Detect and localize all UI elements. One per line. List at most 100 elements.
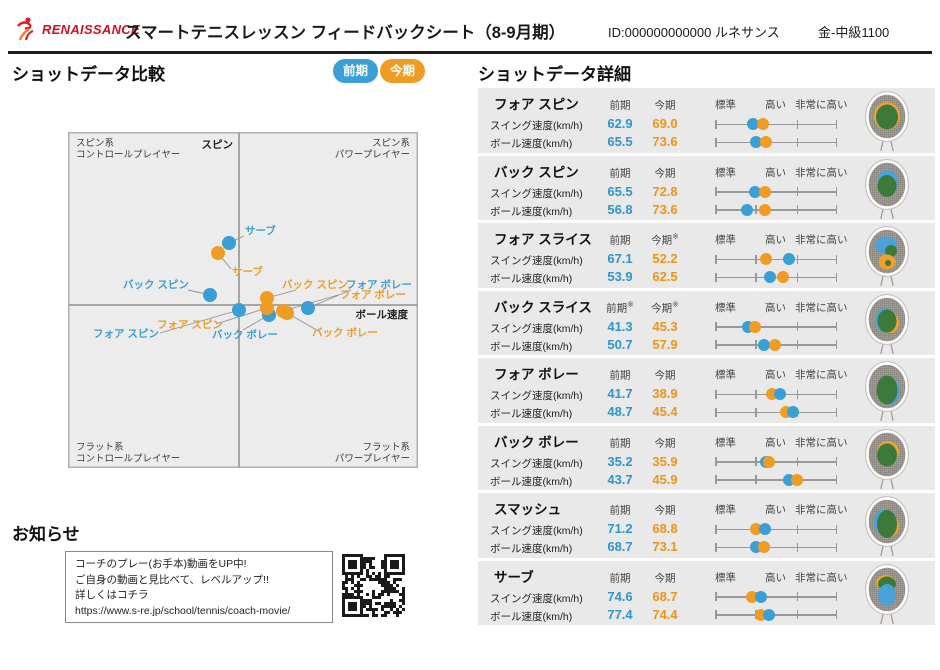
col-header-curr: 今期	[654, 99, 676, 112]
scale-veryhigh-label: 非常に高い	[795, 504, 848, 516]
notice-box: コーチのプレー(お手本)動画をUP中! ご自身の動画と見比べて、レベルアップ!!…	[65, 551, 333, 623]
shot-name: バック スライス	[494, 299, 592, 315]
scale-standard-label: 標準	[715, 301, 736, 314]
scatter-point	[260, 301, 274, 315]
scale-standard-label: 標準	[715, 99, 736, 111]
quadrant-label: パワープレイヤー	[335, 150, 410, 161]
scatter-point	[276, 304, 290, 318]
scatter-point	[211, 246, 225, 260]
ball-prev-value: 53.9	[607, 269, 633, 284]
swing-speed-label: スイング速度(km/h)	[490, 525, 583, 537]
ball-speed-label: ボール速度(km/h)	[490, 205, 573, 218]
scale-high-label: 高い	[765, 99, 786, 111]
scale-high-label: 高い	[765, 571, 786, 584]
member-id: ID:000000000000 ルネサンス	[608, 25, 780, 40]
ball-curr-dot	[759, 203, 772, 216]
shot-detail-row: バック スピン 前期 今期 標準 高い 非常に高い スイング速度(km/h) 6…	[478, 155, 935, 220]
racket-impact-image	[865, 361, 909, 421]
swing-curr-dot	[756, 118, 769, 130]
slider-track	[715, 191, 837, 193]
shot-name: スマッシュ	[494, 502, 562, 517]
legend-prev-button[interactable]: 前期	[333, 59, 378, 83]
col-header-curr: 今期	[654, 167, 676, 179]
swing-prev-value: 74.6	[607, 588, 633, 604]
scatter-point-label: バック スピン	[123, 279, 189, 291]
legend-curr-button[interactable]: 今期	[380, 59, 425, 83]
scale-standard-label: 標準	[715, 571, 736, 584]
col-header-prev: 前期	[609, 504, 631, 517]
scatter-point-label: フォア ボレー	[346, 278, 412, 291]
racket-impact-image	[865, 158, 909, 219]
ball-prev-dot	[740, 203, 753, 216]
scale-high-label: 高い	[765, 301, 786, 314]
scatter-point-label: フォア スピン	[157, 319, 223, 331]
scale-standard-label: 標準	[715, 504, 736, 516]
shot-name: バック ボレー	[494, 434, 579, 450]
racket-impact-image	[865, 496, 909, 556]
swing-curr-value: 68.8	[652, 521, 678, 536]
quadrant-label: コントロールプレイヤー	[76, 150, 180, 161]
ball-speed-metric: ボール速度(km/h) 43.7 45.9	[478, 471, 935, 489]
swing-speed-metric: スイング速度(km/h) 71.2 68.8	[478, 520, 935, 538]
ball-speed-label: ボール速度(km/h)	[490, 543, 573, 555]
ball-speed-label: ボール速度(km/h)	[490, 408, 573, 420]
swing-speed-metric: スイング速度(km/h) 62.9 69.0	[478, 115, 935, 133]
ball-prev-value: 48.7	[607, 404, 633, 419]
swing-prev-value: 71.2	[607, 521, 633, 536]
swing-speed-label: スイング速度(km/h)	[490, 255, 583, 267]
ball-speed-metric: ボール速度(km/h) 53.9 62.5	[478, 268, 935, 286]
scale-veryhigh-label: 非常に高い	[795, 571, 848, 584]
racket-impact-image	[865, 293, 909, 354]
slider-track	[715, 141, 837, 143]
slider-track	[715, 258, 837, 260]
details-title: ショットデータ詳細	[478, 65, 631, 84]
scatter-point-label: バック スピン	[282, 279, 348, 291]
ball-speed-metric: ボール速度(km/h) 65.5 73.6	[478, 133, 935, 151]
ball-curr-value: 73.1	[652, 539, 678, 554]
scale-high-label: 高い	[765, 436, 786, 449]
swing-speed-metric: スイング速度(km/h) 41.3 45.3	[478, 318, 935, 336]
shot-name: フォア スライス	[494, 232, 592, 247]
col-header-prev: 前期	[609, 369, 631, 382]
slider-track	[715, 209, 837, 211]
ball-prev-value: 77.4	[607, 606, 633, 622]
scale-standard-label: 標準	[715, 166, 736, 179]
logo-figure-icon	[17, 17, 34, 41]
swing-speed-label: スイング速度(km/h)	[490, 592, 583, 605]
swing-curr-dot	[759, 185, 772, 198]
notice-line: ご自身の動画と見比べて、レベルアップ!!	[75, 573, 269, 586]
ball-speed-metric: ボール速度(km/h) 77.4 74.4	[478, 606, 935, 624]
scale-standard-label: 標準	[715, 234, 736, 246]
shot-detail-row: サーブ 前期 今期 標準 高い 非常に高い スイング速度(km/h) 74.6 …	[478, 560, 935, 625]
point-connector-line	[159, 309, 240, 334]
notice-title: お知らせ	[12, 525, 80, 544]
slider-track	[715, 411, 837, 413]
scatter-point-label: バック ボレー	[212, 328, 278, 341]
swing-speed-metric: スイング速度(km/h) 35.2 35.9	[478, 453, 935, 471]
swing-prev-value: 35.2	[607, 453, 633, 469]
col-header-prev: 前期	[609, 572, 631, 584]
x-axis-label: ボール速度	[356, 308, 409, 321]
slider-track	[715, 326, 837, 328]
ball-speed-label: ボール速度(km/h)	[490, 475, 573, 488]
ball-curr-dot	[777, 271, 790, 283]
swing-curr-dot	[762, 455, 775, 468]
scatter-point	[260, 291, 274, 305]
ball-prev-value: 43.7	[607, 471, 633, 487]
swing-curr-value: 69.0	[652, 116, 678, 131]
swing-speed-metric: スイング速度(km/h) 65.5 72.8	[478, 183, 935, 201]
ball-speed-label: ボール速度(km/h)	[490, 273, 573, 285]
shot-name: バック スピン	[494, 164, 579, 180]
point-connector-line	[307, 289, 352, 309]
slider-track	[715, 123, 837, 125]
swing-speed-label: スイング速度(km/h)	[490, 322, 583, 335]
swing-curr-value: 68.7	[652, 588, 678, 604]
scatter-point	[232, 303, 246, 317]
ball-curr-value: 74.4	[652, 606, 678, 622]
swing-speed-label: スイング速度(km/h)	[490, 187, 583, 200]
shot-name: フォア ボレー	[494, 367, 579, 382]
shot-detail-row: バック スライス 前期※ 今期※ 標準 高い 非常に高い スイング速度(km/h…	[478, 290, 935, 355]
notice-link[interactable]: https://www.s-re.jp/school/tennis/coach-…	[75, 604, 291, 617]
swing-speed-metric: スイング速度(km/h) 41.7 38.9	[478, 385, 935, 403]
ball-curr-value: 73.6	[652, 201, 678, 217]
